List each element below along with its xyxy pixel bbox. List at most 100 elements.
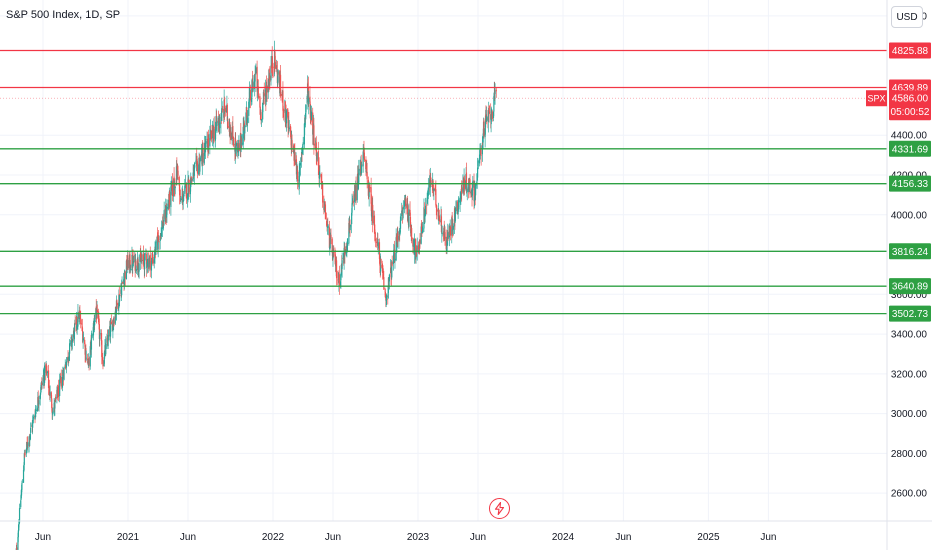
candle-body [367,179,369,196]
candle-body [246,107,248,116]
candle-body [385,299,387,302]
candle-body [182,193,184,204]
candle-body [409,216,412,228]
candle-body [366,171,368,180]
support-level-tag [889,175,931,192]
candle-body [192,172,194,182]
candle-body [299,170,301,174]
candle-body [98,324,100,339]
candle-body [195,158,197,162]
candle-body [393,249,395,260]
candle-body [190,176,192,181]
candle-body [338,274,340,287]
candle-body [271,56,273,69]
candle-body [48,385,50,394]
candle-body [460,192,462,196]
candle-body [36,408,39,411]
candle-body [179,185,181,196]
candle-body [370,202,373,217]
candle-body [78,312,81,319]
candle-body [368,186,370,197]
candle-body [318,165,320,168]
candle-body [248,98,250,102]
candle-body [137,266,139,270]
resistance-level-tag [889,42,931,59]
candle-body [313,143,315,146]
candle-body [312,112,314,135]
candle-body [116,300,118,305]
candle-body [360,165,363,174]
candle-body [366,166,368,171]
candle-body [70,340,72,345]
candle-body [314,146,317,149]
candle-body [433,188,435,192]
candle-body [39,394,41,400]
candle-body [126,266,128,270]
candle-body [262,103,264,105]
candle-body [475,183,477,196]
candle-body [24,454,26,455]
candle-body [363,147,365,153]
y-tick-label: 3600.00 [891,290,928,301]
candle-body [308,97,310,104]
candle-body [16,547,18,550]
currency-button[interactable]: USD [891,6,923,28]
candle-body [434,187,436,191]
candle-body [365,161,367,173]
candle-body [307,87,309,105]
candle-body [466,188,468,193]
candle-body [363,152,365,161]
candle-body [224,107,226,112]
candle-body [121,282,124,283]
candle-body [61,377,64,388]
candle-body [459,198,461,203]
candle-body [40,384,42,393]
candle-body [94,320,96,326]
candle-body [274,62,276,69]
candle-body [388,274,390,282]
candle-body [163,210,165,222]
candle-body [265,87,267,102]
last-price-label: 4586.00 [892,94,929,105]
candle-body [256,66,258,92]
candle-body [482,143,484,145]
candle-body [303,123,305,145]
candle-body [473,200,476,202]
candle-body [444,232,446,239]
candle-body [354,190,356,195]
candle-body [221,108,223,121]
candle-body [436,205,438,212]
horizontal-levels[interactable] [0,49,887,315]
candle-body [284,101,286,120]
candle-body [235,139,237,150]
candle-body [223,99,226,112]
candle-body [396,241,398,244]
candle-body [184,185,186,187]
candle-body [65,368,67,370]
candle-body [91,334,93,339]
candle-body [469,179,471,195]
candle-body [309,103,311,119]
candle-body [337,278,339,281]
candle-body [82,338,84,343]
candle-body [321,181,323,185]
candle-body [37,397,39,404]
candle-body [248,91,251,100]
candle-body [155,241,157,255]
replay-button[interactable] [489,498,510,519]
candle-body [121,285,123,296]
candle-body [73,326,75,340]
candle-body [26,441,28,449]
candle-body [152,259,154,265]
candle-body [384,291,387,296]
candle-body [114,311,116,324]
candle-body [209,134,211,147]
candle-body [326,224,328,228]
candle-body [291,140,293,151]
level-price-label: 3502.73 [892,309,929,320]
candle-body [18,522,20,525]
candle-body [373,216,375,226]
candle-body [101,356,103,359]
